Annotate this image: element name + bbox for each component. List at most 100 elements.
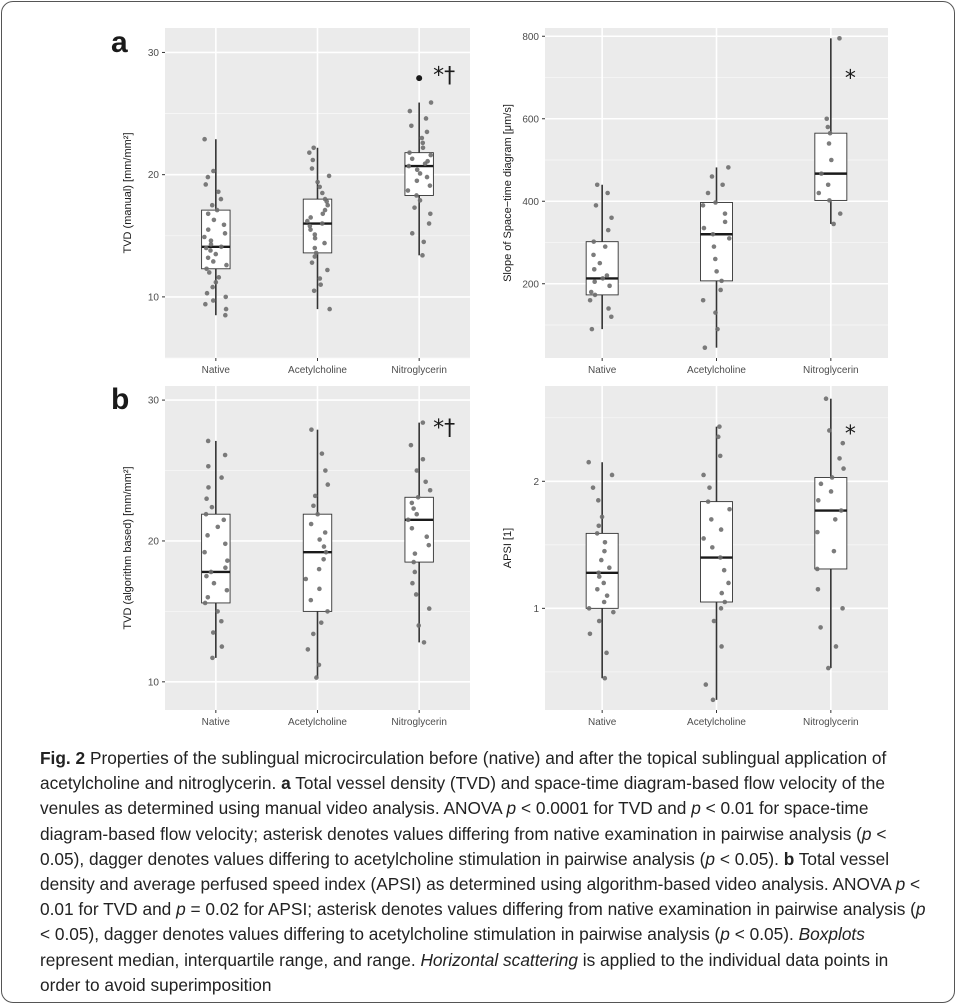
- chart-panel-3: 10 20 30 Native Acetylcholine Nitroglycerin TV…: [122, 386, 470, 728]
- data-point: [423, 479, 428, 485]
- data-point: [225, 558, 230, 563]
- data-point: [428, 100, 434, 105]
- data-point: [308, 227, 313, 232]
- data-point: [221, 517, 227, 523]
- data-point: [831, 548, 837, 554]
- figure-charts: 10 20 30 Native Acetylcholine Nitroglycerin TV…: [111, 26, 888, 728]
- data-point: [205, 595, 211, 600]
- data-point: [316, 566, 322, 572]
- data-point: [409, 525, 415, 531]
- data-point: [722, 599, 728, 605]
- data-point: [218, 244, 224, 250]
- data-point: [718, 606, 724, 611]
- box-iqr: [404, 496, 434, 563]
- data-point: [304, 218, 310, 224]
- data-point: [837, 211, 843, 216]
- data-point: [720, 182, 725, 188]
- data-point: [827, 130, 833, 136]
- data-point: [202, 600, 208, 606]
- data-point: [593, 203, 599, 208]
- data-point: [211, 168, 216, 174]
- data-point: [202, 234, 207, 240]
- data-point: [210, 284, 215, 290]
- data-point: [714, 269, 719, 274]
- data-point: [216, 189, 221, 195]
- data-point: [718, 527, 724, 532]
- data-point: [315, 179, 320, 185]
- data-point: [223, 306, 229, 312]
- data-point: [210, 630, 216, 635]
- data-point: [325, 482, 331, 487]
- data-point: [420, 140, 426, 146]
- data-point: [722, 219, 728, 225]
- y-tick-label: 400: [522, 197, 539, 208]
- data-point: [205, 227, 211, 232]
- data-point: [823, 396, 829, 402]
- data-point: [317, 184, 323, 190]
- data-point: [209, 504, 215, 510]
- data-point: [307, 150, 312, 155]
- x-tick-label: Acetylcholine: [687, 365, 746, 376]
- data-point: [417, 171, 423, 176]
- data-point: [312, 235, 318, 241]
- data-point: [700, 297, 706, 303]
- data-point: [315, 511, 320, 517]
- data-point: [319, 451, 325, 456]
- data-point: [700, 203, 706, 208]
- data-point: [210, 655, 215, 661]
- data-point: [589, 326, 595, 332]
- data-point: [203, 182, 209, 187]
- data-point: [427, 487, 433, 493]
- data-point: [414, 193, 419, 198]
- data-point: [409, 500, 415, 506]
- y-tick-label: 2: [533, 477, 539, 488]
- data-point: [814, 566, 820, 572]
- x-tick-label: Nitroglycerin: [391, 365, 447, 376]
- data-point: [206, 270, 212, 275]
- data-point: [326, 173, 332, 179]
- data-point: [594, 182, 600, 188]
- data-point: [223, 565, 228, 571]
- panel-letter: a: [111, 26, 128, 59]
- data-point: [428, 152, 434, 158]
- data-point: [592, 279, 597, 284]
- data-point: [405, 188, 411, 193]
- x-tick-label: Nitroglycerin: [803, 365, 859, 376]
- data-point: [611, 609, 616, 615]
- box-iqr: [201, 209, 231, 270]
- data-point: [600, 276, 606, 281]
- data-point: [414, 167, 420, 173]
- data-point: [710, 697, 716, 703]
- data-point: [420, 456, 426, 462]
- data-point: [223, 294, 229, 300]
- data-point: [310, 157, 316, 163]
- data-point: [715, 434, 721, 440]
- data-point: [322, 240, 327, 246]
- y-tick-label: 10: [148, 292, 160, 303]
- data-point: [305, 647, 311, 652]
- data-point: [601, 580, 607, 586]
- data-point: [605, 190, 610, 196]
- data-point: [410, 580, 415, 586]
- y-tick-label: 200: [522, 279, 539, 290]
- data-point: [727, 506, 732, 512]
- data-point: [312, 254, 318, 259]
- data-point: [707, 485, 712, 490]
- data-point: [602, 244, 608, 249]
- data-point: [211, 580, 217, 586]
- data-point: [202, 136, 207, 142]
- data-point: [426, 221, 432, 226]
- data-point: [426, 606, 432, 611]
- data-point: [311, 631, 316, 637]
- data-point: [828, 489, 834, 494]
- data-point: [320, 190, 325, 196]
- data-point: [596, 498, 601, 503]
- data-point: [327, 306, 332, 312]
- data-point: [726, 236, 732, 241]
- y-tick-label: 30: [148, 396, 160, 407]
- data-point: [587, 631, 593, 637]
- data-point: [219, 644, 225, 649]
- data-point: [702, 345, 708, 350]
- data-point: [206, 485, 211, 490]
- data-point: [211, 217, 217, 223]
